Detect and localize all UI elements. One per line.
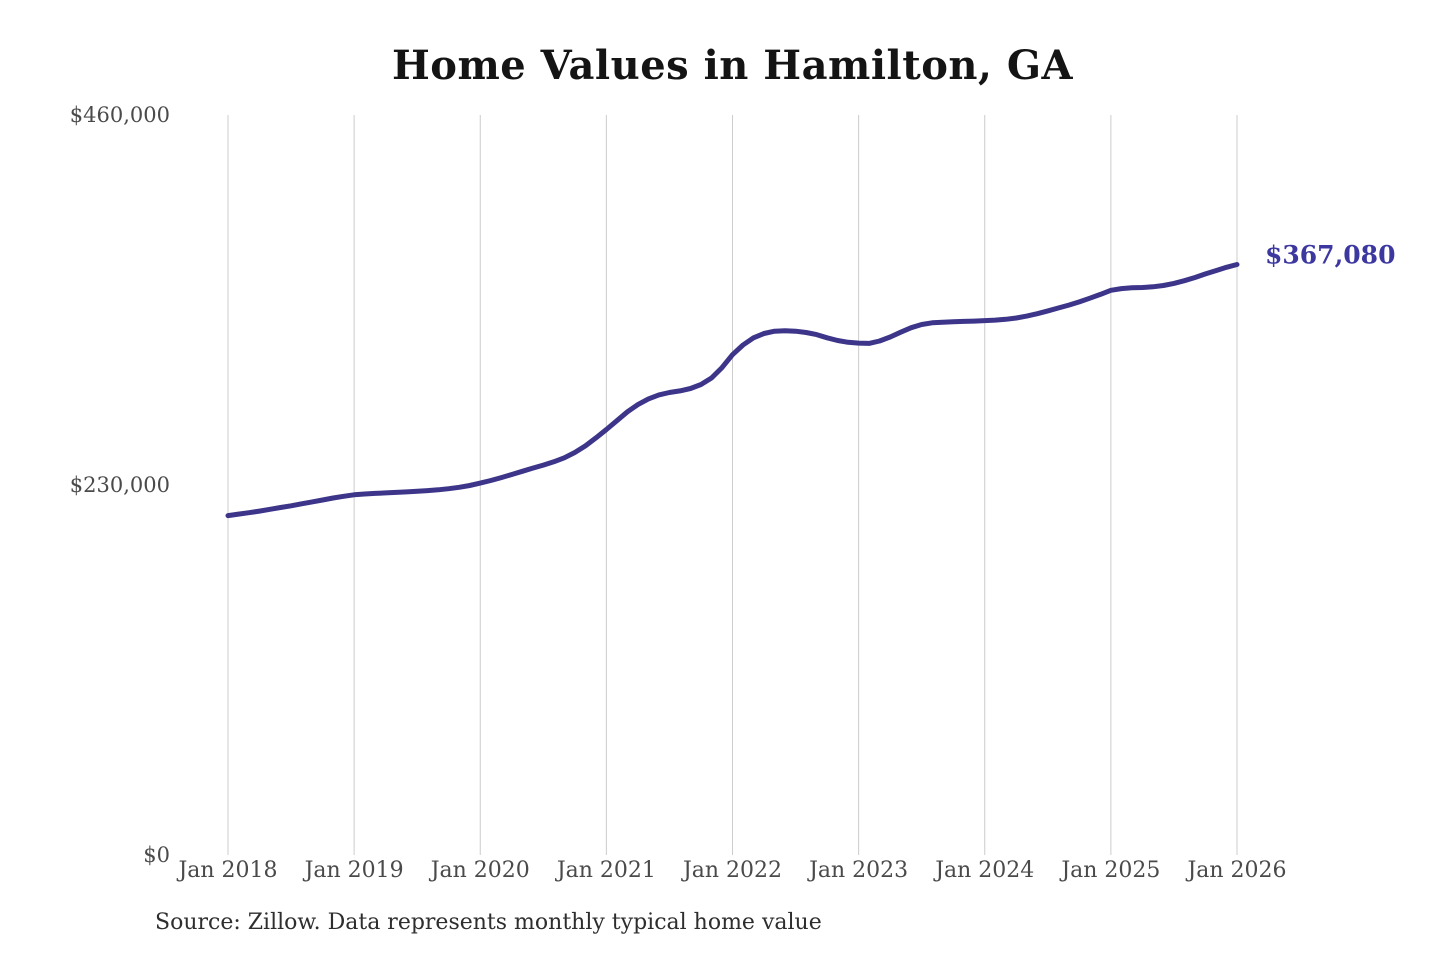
x-tick-label: Jan 2021 bbox=[556, 858, 656, 883]
x-tick-label: Jan 2023 bbox=[809, 858, 909, 883]
x-tick-label: Jan 2024 bbox=[935, 858, 1035, 883]
home-value-line bbox=[225, 262, 1240, 519]
latest-value-annotation: $367,080 bbox=[1265, 240, 1396, 270]
x-tick-label: Jan 2022 bbox=[682, 858, 783, 883]
x-tick-label: Jan 2018 bbox=[178, 858, 278, 883]
y-tick-label: $0 bbox=[143, 843, 170, 867]
x-tick-label: Jan 2025 bbox=[1061, 858, 1161, 883]
x-tick-label: Jan 2019 bbox=[304, 858, 404, 883]
source-note: Source: Zillow. Data represents monthly … bbox=[155, 910, 822, 935]
y-tick-label: $460,000 bbox=[69, 103, 170, 127]
x-tick-label: Jan 2020 bbox=[430, 858, 530, 883]
vertical-gridlines bbox=[227, 115, 1238, 855]
y-tick-label: $230,000 bbox=[69, 473, 170, 497]
chart-title: Home Values in Hamilton, GA bbox=[391, 42, 1074, 89]
x-tick-label: Jan 2026 bbox=[1187, 858, 1287, 883]
